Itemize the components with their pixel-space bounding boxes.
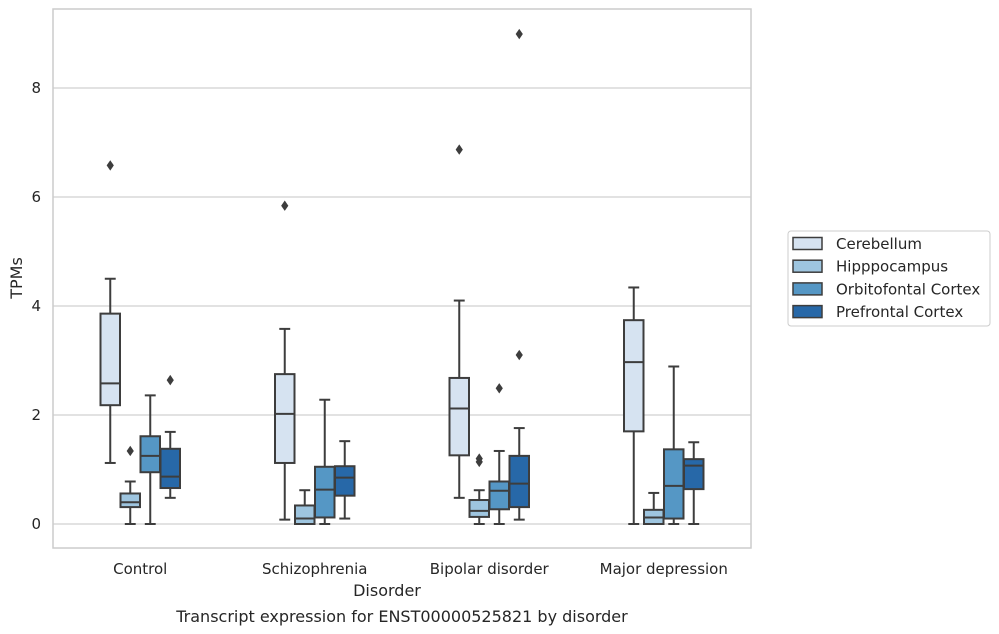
iqr-box xyxy=(683,458,705,491)
plot-frame xyxy=(52,8,752,549)
legend-label: Prefrontal Cortex xyxy=(836,303,963,321)
box-1-2 xyxy=(314,398,336,525)
legend-label: Cerebellum xyxy=(836,235,922,253)
box-3-2 xyxy=(663,365,685,525)
iqr-box xyxy=(334,465,356,497)
x-tick-label: Major depression xyxy=(600,560,728,578)
iqr-box xyxy=(139,435,161,474)
iqr-box xyxy=(99,312,121,407)
box-3-1 xyxy=(643,491,665,525)
iqr-box xyxy=(488,480,510,511)
box-3-3 xyxy=(683,441,705,525)
x-tick-label: Control xyxy=(113,560,167,578)
outlier-marker xyxy=(495,383,503,394)
legend-swatch xyxy=(792,282,823,296)
y-tick-label: 0 xyxy=(31,515,41,533)
iqr-box xyxy=(274,373,296,464)
outlier-marker xyxy=(166,374,174,386)
legend-label: Hipppocampus xyxy=(836,258,948,276)
box-2-1 xyxy=(468,453,490,525)
iqr-box xyxy=(508,454,530,509)
y-tick-label: 4 xyxy=(31,297,41,315)
outlier-marker xyxy=(106,160,114,171)
box-0-1 xyxy=(119,445,141,525)
box-0-3 xyxy=(159,374,181,499)
outlier-marker xyxy=(475,453,483,464)
iqr-box xyxy=(119,492,141,509)
y-tick-label: 6 xyxy=(31,188,41,206)
x-tick-label: Bipolar disorder xyxy=(430,560,550,578)
box-3-0 xyxy=(623,286,645,525)
box-0-0 xyxy=(99,160,121,464)
outlier-marker xyxy=(455,144,463,155)
legend-swatch xyxy=(792,304,823,319)
iqr-box xyxy=(294,504,316,526)
box-2-3 xyxy=(508,28,530,521)
y-tick-label: 2 xyxy=(31,406,41,424)
y-tick-labels: 0 2 4 6 8 xyxy=(31,79,41,533)
iqr-box xyxy=(159,447,181,490)
outlier-marker xyxy=(515,349,523,361)
iqr-box xyxy=(314,465,336,519)
x-tick-labels: Control Schizophrenia Bipolar disorder Majo… xyxy=(113,560,728,578)
plot-boxes xyxy=(99,28,705,526)
x-tick-label: Schizophrenia xyxy=(262,560,367,578)
y-tick-label: 8 xyxy=(31,79,41,97)
box-1-0 xyxy=(274,200,296,521)
outlier-marker xyxy=(515,28,523,40)
outlier-marker xyxy=(126,445,134,457)
iqr-box xyxy=(663,448,685,520)
legend: Cerebellum Hipppocampus Orbitofontal Corte… xyxy=(787,230,991,327)
legend-swatch xyxy=(792,236,823,251)
figure-caption: Transcript expression for ENST0000052582… xyxy=(175,607,628,626)
box-2-2 xyxy=(488,383,510,525)
legend-label: Orbitofontal Cortex xyxy=(836,280,980,298)
iqr-box xyxy=(448,376,470,457)
legend-swatch xyxy=(792,259,823,273)
outlier-marker xyxy=(281,200,289,211)
iqr-box xyxy=(468,499,490,518)
box-1-1 xyxy=(294,489,316,526)
x-axis-label: Disorder xyxy=(353,581,421,600)
y-axis-label: TPMs xyxy=(7,257,26,300)
legend-frame xyxy=(787,230,991,327)
iqr-box xyxy=(623,319,645,433)
box-1-3 xyxy=(334,440,356,520)
box-2-0 xyxy=(448,144,470,499)
